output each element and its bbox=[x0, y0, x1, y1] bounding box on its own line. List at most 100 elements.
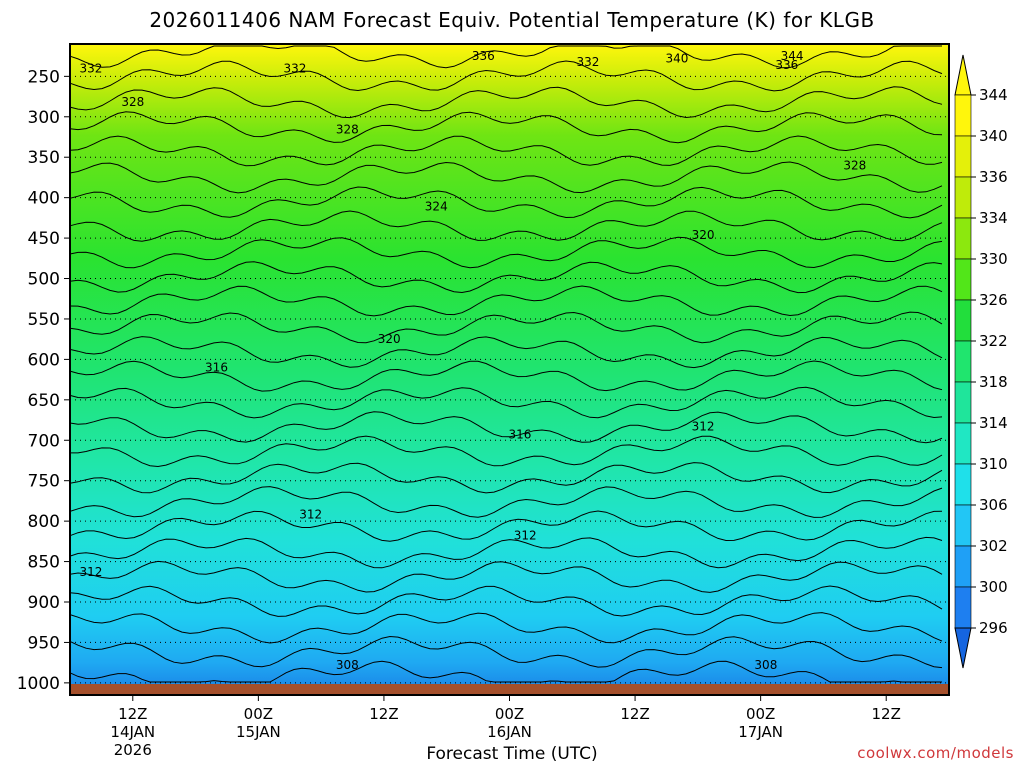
x-tick-sublabel: 16JAN bbox=[487, 723, 532, 741]
contour-line bbox=[69, 45, 942, 69]
contour-label: 332 bbox=[79, 61, 102, 75]
y-tick-label: 450 bbox=[28, 229, 60, 249]
contour-label: 340 bbox=[665, 52, 688, 66]
colorbar-label: 334 bbox=[979, 209, 1008, 227]
y-tick-label: 600 bbox=[28, 350, 60, 370]
x-tick-label: 12Z bbox=[872, 705, 901, 723]
y-tick-label: 650 bbox=[28, 391, 60, 411]
contour-label: 336 bbox=[472, 49, 495, 63]
contour-label: 328 bbox=[843, 158, 866, 172]
contour-line bbox=[70, 435, 943, 468]
y-tick-label: 800 bbox=[28, 512, 60, 532]
contour-line bbox=[69, 60, 943, 92]
y-tick-label: 250 bbox=[28, 67, 60, 87]
x-tick-label: 12Z bbox=[118, 705, 147, 723]
colorbar-label: 310 bbox=[979, 455, 1008, 473]
terrain-band bbox=[70, 684, 949, 695]
y-tick-label: 400 bbox=[28, 189, 60, 209]
contour-line bbox=[69, 462, 943, 494]
contour-line bbox=[69, 510, 943, 542]
credit-text: coolwx.com/models bbox=[857, 744, 1014, 762]
contour-line bbox=[69, 285, 943, 317]
contour-label: 312 bbox=[79, 565, 102, 579]
contour-line bbox=[69, 411, 943, 444]
colorbar-segment bbox=[954, 135, 972, 178]
colorbar-label: 302 bbox=[979, 537, 1008, 555]
contour-label: 332 bbox=[577, 55, 600, 69]
colorbar-label: 300 bbox=[979, 578, 1008, 596]
x-tick-sublabel2: 2026 bbox=[114, 741, 152, 759]
y-tick-label: 950 bbox=[28, 633, 60, 653]
colorbar-segment bbox=[954, 422, 972, 465]
colorbar-label: 314 bbox=[979, 414, 1008, 432]
x-tick-label: 00Z bbox=[244, 705, 273, 723]
contour-label: 308 bbox=[336, 658, 359, 672]
plot-frame bbox=[69, 43, 950, 696]
x-tick-sublabel: 15JAN bbox=[236, 723, 281, 741]
contour-label: 316 bbox=[205, 360, 228, 374]
colorbar-segment bbox=[954, 504, 972, 547]
contour-line bbox=[69, 161, 943, 194]
contour-label: 312 bbox=[514, 529, 537, 543]
contour-line bbox=[69, 210, 943, 242]
contour-line bbox=[69, 86, 943, 119]
colorbar-segment bbox=[954, 299, 972, 342]
colorbar-label: 336 bbox=[979, 168, 1008, 186]
contour-label: 336 bbox=[775, 58, 798, 72]
y-tick-label: 350 bbox=[28, 148, 60, 168]
colorbar-segment bbox=[954, 258, 972, 301]
colorbar-label: 322 bbox=[979, 332, 1008, 350]
contour-line bbox=[69, 660, 942, 683]
contour-line bbox=[69, 236, 943, 269]
chart-title: 2026011406 NAM Forecast Equiv. Potential… bbox=[149, 8, 875, 32]
colorbar-segment bbox=[954, 176, 972, 219]
x-tick-label: 12Z bbox=[369, 705, 398, 723]
x-tick-sublabel: 14JAN bbox=[110, 723, 155, 741]
colorbar-segment bbox=[954, 586, 972, 629]
colorbar-segment bbox=[954, 463, 972, 506]
contour-label: 320 bbox=[692, 228, 715, 242]
colorbar-label: 344 bbox=[979, 86, 1008, 104]
contour-line bbox=[69, 311, 943, 344]
contour-line bbox=[69, 585, 943, 617]
colorbar: 344 340 336 334 330 326 322 318 314 310 306 302 300 2… bbox=[954, 54, 1008, 669]
contour-label: 328 bbox=[336, 123, 359, 137]
contour-label: 328 bbox=[121, 95, 144, 109]
contour-label: 308 bbox=[754, 658, 777, 672]
colorbar-segment bbox=[954, 217, 972, 260]
colorbar-segment bbox=[954, 545, 972, 588]
contour-label: 332 bbox=[284, 61, 307, 75]
y-tick-label: 500 bbox=[28, 270, 60, 290]
colorbar-label: 306 bbox=[979, 496, 1008, 514]
contour-line bbox=[69, 560, 943, 593]
contour-label: 312 bbox=[692, 420, 715, 434]
colorbar-label: 340 bbox=[979, 127, 1008, 145]
y-tick-label: 700 bbox=[28, 431, 60, 451]
contour-line bbox=[69, 336, 943, 369]
colorbar-segment bbox=[954, 94, 972, 137]
contour-line bbox=[69, 536, 943, 569]
colorbar-label: 318 bbox=[979, 373, 1008, 391]
colorbar-label: 330 bbox=[979, 250, 1008, 268]
contour-lines bbox=[69, 45, 943, 683]
contour-label: 344 bbox=[781, 49, 804, 63]
contour-label: 316 bbox=[509, 428, 532, 442]
y-tick-label: 1000 bbox=[17, 674, 60, 694]
contour-label: 320 bbox=[378, 332, 401, 346]
y-tick-label: 300 bbox=[28, 108, 60, 128]
colorbar-segment bbox=[954, 340, 972, 383]
colorbar-extend-bottom bbox=[954, 627, 972, 669]
contour-label: 312 bbox=[299, 508, 322, 522]
contour-line bbox=[69, 111, 943, 144]
x-tick-label: 12Z bbox=[620, 705, 649, 723]
contour-line bbox=[69, 261, 943, 294]
y-tick-label: 750 bbox=[28, 472, 60, 492]
x-tick-label: 00Z bbox=[495, 705, 524, 723]
y-tick-label: 550 bbox=[28, 310, 60, 330]
contour-labels: 336 340 344 332 332 332 336 328 328 328 324 320 320 3… bbox=[79, 49, 866, 672]
y-tick-label: 900 bbox=[28, 593, 60, 613]
colorbar-label: 326 bbox=[979, 291, 1008, 309]
contour-line bbox=[69, 486, 943, 518]
